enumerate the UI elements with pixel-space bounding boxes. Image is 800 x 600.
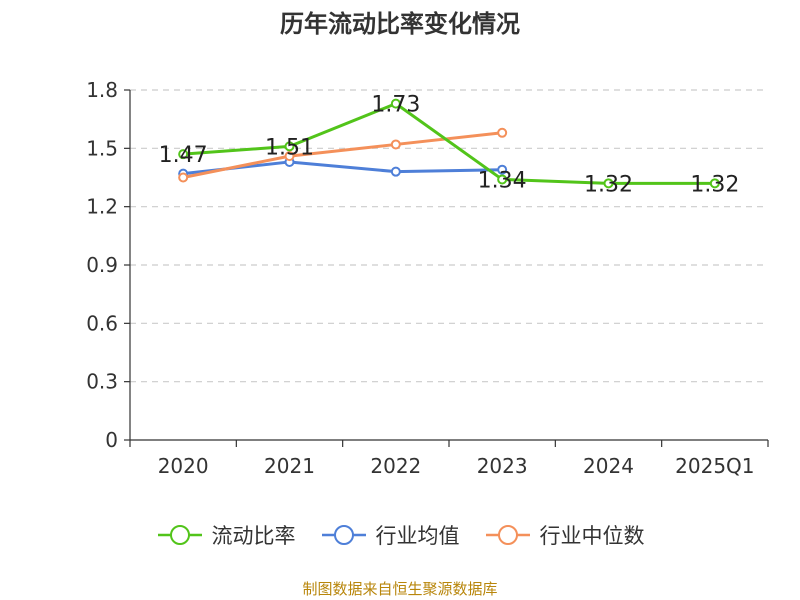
legend-item[interactable]: 流动比率 [156, 520, 296, 550]
y-tick-label: 0.3 [86, 370, 118, 394]
legend-label: 行业中位数 [539, 524, 645, 548]
data-label: 1.32 [584, 172, 633, 197]
legend-marker [321, 525, 366, 545]
y-tick-label: 1.5 [86, 136, 118, 160]
y-tick-label: 1.2 [86, 195, 118, 219]
legend: 流动比率 行业均值 行业中位数 [0, 520, 800, 550]
data-label-layer: 1.47 1.51 1.73 1.34 1.32 1.32 [159, 93, 740, 198]
y-tick-label: 0.9 [86, 253, 118, 277]
data-point [709, 178, 720, 189]
data-point [390, 98, 401, 109]
series-layer [178, 98, 720, 189]
legend-marker [485, 525, 530, 545]
data-point [390, 139, 401, 150]
data-point [497, 164, 508, 175]
legend-item[interactable]: 行业中位数 [484, 520, 645, 550]
x-tick-label: 2022 [370, 454, 421, 478]
x-tick-label: 2023 [477, 454, 528, 478]
grid-layer [130, 89, 768, 383]
data-label: 1.32 [690, 172, 739, 197]
x-tick-label: 2025Q1 [675, 454, 754, 478]
data-label: 1.34 [478, 168, 527, 193]
legend-label: 流动比率 [211, 524, 296, 548]
y-tick-label: 0 [105, 428, 118, 452]
data-label: 1.73 [371, 93, 420, 118]
chart-title: 历年流动比率变化情况 [280, 10, 520, 38]
y-tick-label: 0.6 [86, 311, 118, 335]
x-tick-label: 2024 [583, 454, 634, 478]
x-tick-label: 2020 [158, 454, 209, 478]
data-point [497, 174, 508, 185]
x-tick-label: 2021 [264, 454, 315, 478]
data-point [284, 151, 295, 162]
legend-marker [157, 525, 202, 545]
legend-label: 行业均值 [375, 524, 460, 548]
series-line [182, 131, 503, 179]
source-note: 制图数据来自恒生聚源数据库 [302, 580, 498, 598]
data-label: 1.47 [159, 143, 208, 168]
data-point [497, 127, 508, 138]
data-point [178, 172, 189, 183]
data-point [178, 149, 189, 160]
axis-layer: 0 0.3 0.6 0.9 1.2 1.5 1.8 2020 2021 2022 2023 2024 2… [86, 78, 769, 478]
data-point [390, 166, 401, 177]
data-point [284, 141, 295, 152]
data-point [603, 178, 614, 189]
y-tick-label: 1.8 [86, 78, 118, 102]
legend-item[interactable]: 行业均值 [320, 520, 460, 550]
data-label: 1.51 [265, 135, 314, 160]
series-line [183, 102, 715, 185]
